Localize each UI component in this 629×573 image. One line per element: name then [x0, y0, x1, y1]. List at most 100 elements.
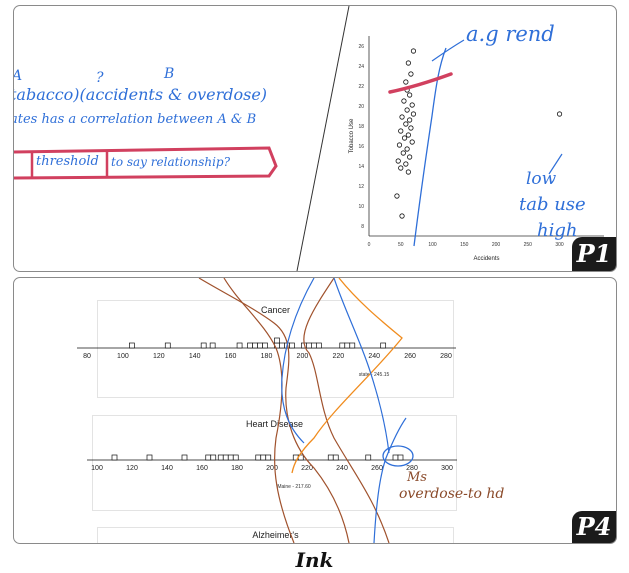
scatter-point — [410, 48, 417, 54]
scatter-x-tick: 100 — [428, 242, 437, 248]
dotplot-square — [392, 454, 399, 461]
ink-orange-curve — [291, 278, 403, 474]
badge-p4: P4 — [572, 511, 616, 543]
alz-title: Alzheimer's — [252, 530, 299, 540]
scatter-plot: 0501001502002503003508101214161820222426… — [349, 36, 604, 262]
note-low: low — [526, 169, 557, 189]
dotplot-tick: 280 — [406, 465, 418, 472]
scatter-y-tick: 8 — [361, 224, 364, 230]
scatter-point — [403, 79, 409, 85]
heart-dotplot: 100 120 140 160 180 200 220 240 260 280 300 Maine -… — [87, 454, 457, 490]
dotplot-tick: 100 — [91, 465, 103, 472]
scatter-y-tick: 20 — [358, 104, 364, 110]
scatter-point — [395, 158, 401, 164]
dotplot-tick: 140 — [189, 353, 201, 360]
scatter-y-tick: 16 — [358, 144, 364, 150]
ink-arrow — [431, 39, 465, 62]
scatter-x-tick: 300 — [555, 242, 564, 248]
dotplot-tick: 180 — [261, 353, 273, 360]
dotplot-square — [316, 342, 322, 349]
dotplot-tick: 260 — [404, 353, 416, 360]
scatter-point — [556, 111, 563, 117]
ink-blue-curve-2 — [373, 417, 407, 543]
scatter-point — [401, 98, 407, 104]
dotplot-square — [236, 342, 243, 349]
card-cancer: Cancer — [97, 300, 454, 398]
dotplot-tick: 200 — [297, 353, 309, 360]
scatter-y-tick: 22 — [358, 84, 364, 90]
scatter-x-tick: 50 — [398, 242, 404, 248]
dotplot-tick: 240 — [368, 353, 380, 360]
ink-red-trend — [388, 72, 453, 94]
caption-ink: Ink — [295, 548, 334, 572]
dotplot-square — [129, 342, 135, 349]
dotplot-square — [252, 342, 258, 349]
scatter-point — [399, 114, 405, 120]
scatter-point — [404, 146, 410, 152]
dotplot-median-label: state - 245.15 — [359, 372, 390, 378]
scatter-point — [409, 102, 415, 108]
ink-brown-curve-1 — [198, 278, 350, 543]
dotplot-tick: 220 — [301, 465, 313, 472]
divider-line — [296, 6, 350, 271]
scatter-point — [409, 139, 415, 145]
note-trend: a.g rend — [466, 22, 555, 46]
ink-trend-line — [413, 47, 447, 247]
note-threshold: threshold — [36, 154, 99, 169]
scatter-y-tick: 12 — [358, 184, 364, 190]
dotplot-square — [111, 454, 118, 461]
dotplot-square — [260, 454, 267, 461]
scatter-x-tick: 250 — [524, 242, 533, 248]
scatter-point — [401, 135, 408, 141]
dotplot-square — [332, 454, 339, 461]
dotplot-square — [311, 342, 317, 349]
dotplot-tick: 300 — [441, 465, 453, 472]
dotplot-tick: 120 — [126, 465, 138, 472]
note-q: ? — [96, 70, 104, 86]
scatter-point — [405, 169, 411, 175]
note-line1: tabacco)(accidents & overdose) — [13, 85, 268, 104]
cancer-dotplot: 80 100 120 140 160 180 200 220 240 260 280 state - … — [77, 337, 456, 378]
p1-ink-layer: 0501001502002503003508101214161820222426… — [14, 6, 604, 271]
scatter-point — [396, 142, 403, 148]
dotplot-tick: 180 — [231, 465, 243, 472]
highlight-divider — [30, 151, 109, 178]
dotplot-square — [247, 342, 253, 349]
dotplot-square — [327, 454, 334, 461]
ink-blue-curve-3 — [333, 278, 390, 454]
scatter-x-tick: 0 — [368, 242, 371, 248]
note-b: B — [164, 66, 175, 82]
scatter-point — [403, 161, 409, 167]
dotplot-square — [339, 342, 346, 349]
dotplot-square — [274, 337, 280, 344]
dotplot-square — [200, 342, 207, 349]
ink-brown-curve-3 — [303, 278, 390, 543]
dotplot-square — [181, 454, 188, 461]
dotplot-square — [232, 454, 239, 461]
dotplot-square — [262, 342, 268, 349]
dotplot-tick: 160 — [196, 465, 208, 472]
dotplot-square — [306, 342, 312, 349]
note-relationship: to say relationship? — [111, 155, 231, 169]
scatter-y-tick: 24 — [358, 64, 364, 70]
scatter-point — [408, 125, 414, 131]
dotplot-tick: 140 — [161, 465, 173, 472]
note-tab-use: tab use — [519, 194, 586, 215]
ink-blue-curve-1 — [281, 278, 315, 444]
dotplot-square — [365, 454, 372, 461]
dotplot-square — [227, 454, 234, 461]
scatter-point — [408, 71, 414, 77]
highlight-box — [14, 146, 278, 180]
ink-pointer — [548, 153, 563, 175]
dotplot-square — [349, 342, 356, 349]
annotation-ms: Ms — [407, 470, 427, 485]
scatter-point — [399, 213, 405, 219]
panel-p4[interactable]: Cancer Heart Disease Alzheimer's 80 100 12… — [13, 277, 617, 544]
scatter-point — [407, 154, 413, 160]
heart-title: Heart Disease — [245, 419, 304, 429]
panel-p1[interactable]: 0501001502002503003508101214161820222426… — [13, 5, 617, 272]
dotplot-square — [380, 342, 387, 349]
scatter-point — [405, 132, 411, 138]
dotplot-square — [265, 454, 272, 461]
dotplot-square — [210, 454, 217, 461]
